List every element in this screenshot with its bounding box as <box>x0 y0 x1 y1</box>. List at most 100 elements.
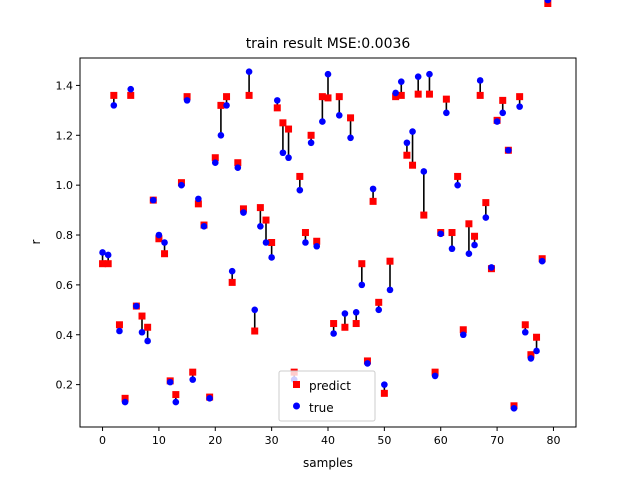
predict-point <box>521 321 529 329</box>
true-point <box>149 196 157 204</box>
predict-point <box>499 96 507 104</box>
predict-point <box>217 101 225 109</box>
true-point <box>420 168 428 175</box>
true-point <box>217 131 225 139</box>
true-point <box>324 70 332 78</box>
predict-point <box>104 260 112 268</box>
predict-point <box>533 333 541 341</box>
true-point <box>240 209 247 216</box>
predict-point <box>155 235 163 243</box>
true-point <box>437 230 445 238</box>
predict-point <box>228 278 236 286</box>
true-point <box>116 327 123 335</box>
predict-point <box>279 119 287 127</box>
x-axis-label: samples <box>303 456 353 470</box>
predict-point <box>544 0 552 7</box>
predict-point <box>459 326 467 334</box>
true-point <box>211 159 219 167</box>
predict-point <box>358 260 366 268</box>
predict-point <box>239 205 247 213</box>
predict-point <box>431 368 439 376</box>
x-tick-label: 20 <box>208 434 222 447</box>
predict-point <box>194 200 202 208</box>
y-axis: 0.2 0.4 0.6 0.8 1.0 1.2 1.4 <box>56 79 80 392</box>
predict-point <box>476 91 484 99</box>
true-point <box>448 245 456 253</box>
true-point <box>397 78 405 85</box>
true-point <box>538 257 546 265</box>
true-point <box>319 118 326 125</box>
predict-point <box>403 151 411 159</box>
y-axis-label: r <box>29 239 43 244</box>
legend: predict true <box>278 370 376 422</box>
true-point <box>178 181 185 189</box>
predict-point <box>375 298 383 306</box>
true-point <box>172 398 180 406</box>
predict-point <box>183 93 191 101</box>
true-point <box>369 185 377 193</box>
y-tick-label: 0.8 <box>56 229 74 242</box>
predict-point <box>234 159 242 167</box>
predict-point <box>335 93 343 101</box>
predict-point <box>161 250 169 258</box>
true-point <box>375 306 383 314</box>
true-point <box>183 97 191 104</box>
true-point <box>381 381 388 388</box>
predict-point <box>341 323 349 331</box>
predict-point <box>296 172 304 180</box>
true-point <box>110 102 118 109</box>
predict-point <box>527 351 535 359</box>
true-point <box>505 146 512 154</box>
predict-point <box>144 323 152 331</box>
true-point <box>251 306 259 314</box>
x-tick-label: 30 <box>265 434 279 447</box>
predict-point <box>138 312 146 320</box>
true-point <box>454 181 461 189</box>
predict-point <box>392 93 400 101</box>
true-point <box>443 109 450 117</box>
predict-point <box>448 229 456 237</box>
true-point <box>99 249 106 256</box>
true-point <box>482 214 490 221</box>
true-point <box>499 109 507 117</box>
predict-point <box>414 90 422 98</box>
true-point <box>403 139 411 147</box>
predict-point <box>251 327 259 335</box>
true-point <box>189 376 197 383</box>
y-tick-label: 1.4 <box>56 79 74 92</box>
true-point <box>341 310 349 317</box>
predict-point <box>121 394 129 402</box>
predict-point <box>420 211 428 219</box>
x-tick-label: 40 <box>321 434 335 447</box>
plot-area <box>99 0 552 412</box>
true-point <box>465 250 473 258</box>
true-point <box>358 281 366 289</box>
true-point <box>273 97 281 104</box>
true-point <box>488 264 495 271</box>
true-point <box>166 378 174 386</box>
predict-point <box>99 260 107 268</box>
true-point <box>527 355 535 362</box>
y-tick-label: 1.0 <box>56 179 74 192</box>
legend-true-marker <box>293 402 300 410</box>
legend-true-label: true <box>309 401 334 415</box>
true-point <box>223 102 230 109</box>
true-point <box>228 267 236 275</box>
predict-point <box>380 389 388 397</box>
legend-box <box>278 370 376 422</box>
true-point <box>161 239 168 246</box>
predict-point <box>330 320 338 328</box>
predict-point <box>397 91 405 99</box>
y-tick-label: 0.2 <box>56 379 74 392</box>
x-tick-label: 80 <box>546 434 560 447</box>
y-tick-label: 0.4 <box>56 329 74 342</box>
true-point <box>200 222 208 230</box>
predict-point <box>352 320 360 328</box>
predict-point <box>285 125 293 133</box>
chart-title: train result MSE:0.0036 <box>246 36 411 52</box>
true-point <box>347 134 354 142</box>
y-tick-label: 1.2 <box>56 129 74 142</box>
predict-point <box>268 239 276 246</box>
predict-point <box>172 391 180 399</box>
